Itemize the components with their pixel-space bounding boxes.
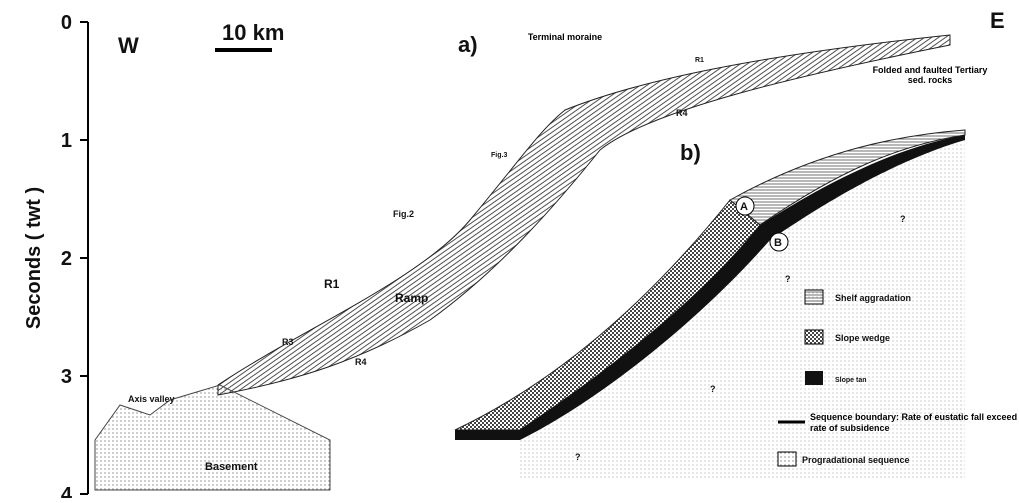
label: E (990, 8, 1005, 33)
label: R4 (355, 357, 367, 367)
tick-label: 4 (61, 484, 73, 498)
label: Folded and faulted Tertiary sed. rocks (870, 65, 990, 85)
label: R1 (695, 57, 704, 64)
tick-label: 1 (61, 130, 72, 152)
label-wrap: Terminal moraine (525, 32, 605, 62)
legend-label: Progradational sequence (802, 455, 910, 465)
legend-label: Slope tan (835, 377, 867, 384)
label: b) (680, 140, 701, 165)
tick-label: 3 (61, 366, 72, 388)
label: B (774, 237, 782, 249)
tick-label: 2 (61, 248, 72, 270)
figure: 01234 Seconds ( twt ) Shelf aggradation … (0, 0, 1019, 498)
label: Fig.2 (393, 209, 414, 219)
label: W (118, 33, 139, 58)
label: A (740, 201, 748, 213)
legend-label: Slope wedge (835, 333, 890, 343)
label: Terminal moraine (525, 32, 605, 42)
question-mark: ? (900, 214, 906, 224)
label: Ramp (395, 291, 428, 305)
legend-swatch (805, 290, 823, 304)
legend-swatch (778, 452, 796, 466)
label: R3 (282, 337, 294, 347)
legend-label: Shelf aggradation (835, 293, 911, 303)
label: Axis valley (128, 394, 175, 404)
question-mark: ? (710, 384, 716, 394)
axis-label: Seconds ( twt ) (23, 187, 45, 329)
legend-label: Sequence boundary: Rate of eustatic fall… (810, 412, 1019, 434)
label: Basement (205, 461, 258, 473)
question-mark: ? (785, 274, 791, 284)
label: Fig.3 (491, 152, 507, 159)
legend-swatch (805, 371, 823, 385)
label: a) (458, 32, 478, 57)
legend-swatch (805, 330, 823, 344)
tick-label: 0 (61, 12, 72, 34)
label: 10 km (222, 20, 284, 45)
label: R4 (676, 108, 688, 118)
label: R1 (324, 277, 340, 291)
question-mark: ? (575, 452, 581, 462)
label-wrap: Folded and faulted Tertiary sed. rocks (870, 65, 990, 95)
legend-label-wrap: Sequence boundary: Rate of eustatic fall… (810, 412, 1019, 442)
